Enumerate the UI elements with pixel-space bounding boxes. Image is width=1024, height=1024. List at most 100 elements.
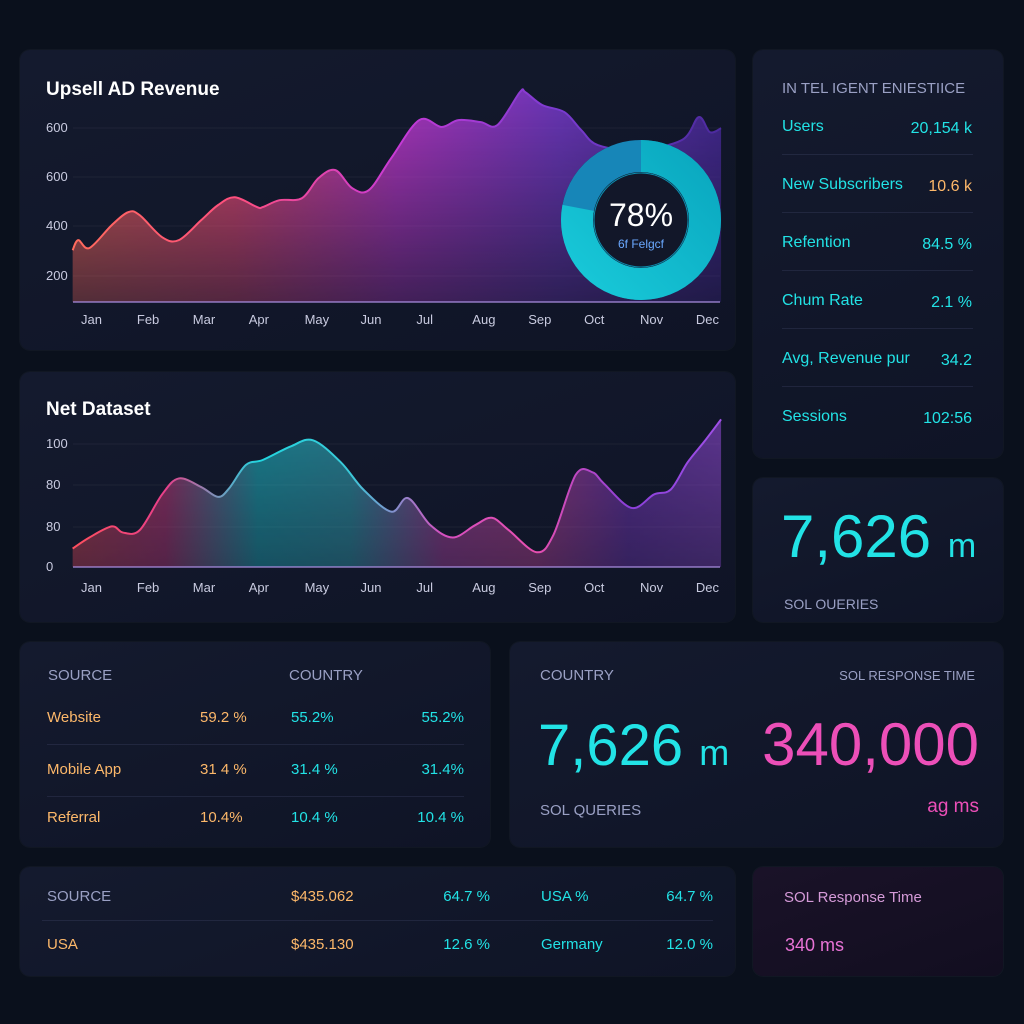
- country-pct: 55.2%: [291, 709, 334, 726]
- metric-label: Users: [782, 118, 824, 135]
- row-country-pct: 64.7 %: [666, 888, 713, 905]
- row-name: USA: [47, 936, 78, 953]
- series-line: [72, 418, 722, 554]
- divider: [782, 328, 973, 329]
- row-amount: $435.130: [291, 936, 354, 953]
- source-pct: 59.2 %: [200, 709, 247, 726]
- y-tick-label: 80: [46, 519, 61, 534]
- x-tick-label: Jun: [360, 580, 382, 595]
- y-tick-label: 100: [46, 436, 68, 451]
- x-tick-label: Jun: [360, 312, 382, 327]
- revenue-chart-card: Upsell AD Revenue 600 600 400 200 Jan Feb Mar A…: [20, 50, 735, 350]
- donut-chart: [561, 140, 721, 300]
- donut-sublabel: 6f Felgcf: [617, 237, 665, 251]
- queries-stat-unit: m: [699, 732, 730, 773]
- row-name: SOURCE: [47, 888, 112, 905]
- source-name: Referral: [47, 809, 101, 826]
- queries-stat-value: 7,626: [538, 713, 684, 778]
- row-pct: 64.7 %: [443, 888, 490, 905]
- metric-label: New Subscribers: [782, 176, 903, 193]
- queries-value: 7,626 m: [781, 502, 976, 571]
- x-tick-label: Oct: [584, 312, 605, 327]
- row-country-pct: 12.0 %: [666, 936, 713, 953]
- series-line: [71, 88, 722, 251]
- y-tick-label: 600: [46, 120, 68, 135]
- row-pct: 12.6 %: [443, 936, 490, 953]
- divider: [782, 386, 973, 387]
- metrics-title: IN TEL IGENT ENIESTIICE: [782, 80, 966, 97]
- revenue-chart: [71, 88, 722, 303]
- x-tick-label: Nov: [640, 580, 664, 595]
- country-pct-alt: 31.4%: [421, 761, 464, 778]
- x-tick-label: Sep: [528, 580, 552, 595]
- donut-value: 78%: [608, 197, 674, 233]
- country-pct-alt: 10.4 %: [417, 809, 464, 826]
- divider: [782, 270, 973, 271]
- response-card: SOL Response Time 340 ms: [753, 867, 1003, 976]
- response-stat-unit: ag ms: [927, 796, 979, 817]
- y-tick-label: 600: [46, 169, 68, 184]
- x-tick-label: Jul: [416, 312, 434, 327]
- x-tick-label: May: [304, 312, 330, 327]
- source-table-card: SOURCE COUNTRY Website 59.2 % 55.2% 55.2% Mo…: [20, 642, 490, 847]
- response-stat-value: 340,000: [762, 711, 979, 778]
- queries-stat: 7,626 m: [538, 712, 729, 779]
- x-tick-label: Mar: [192, 580, 216, 595]
- y-tick-label: 80: [46, 477, 61, 492]
- x-tick-label: Apr: [248, 312, 269, 327]
- divider: [47, 796, 464, 797]
- x-tick-label: Aug: [472, 580, 496, 595]
- x-tick-label: Sep: [528, 312, 552, 327]
- x-tick-label: Feb: [136, 580, 160, 595]
- divider: [782, 212, 973, 213]
- x-tick-label: Jan: [81, 312, 102, 327]
- x-tick-label: Jan: [81, 580, 102, 595]
- bottom-table-card: SOURCE $435.062 64.7 % USA % 64.7 % USA $435.1…: [20, 867, 735, 976]
- metric-label: Sessions: [782, 408, 847, 425]
- source-pct: 10.4%: [200, 809, 243, 826]
- queries-number: 7,626: [781, 503, 932, 570]
- queries-label: SOL OUERIES: [784, 596, 879, 612]
- x-tick-label: Jul: [416, 580, 434, 595]
- source-name: Website: [47, 709, 101, 726]
- stats-card: COUNTRY SOL RESPONSE TIME 7,626 m SOL QU…: [510, 642, 1003, 847]
- x-tick-label: Aug: [472, 312, 496, 327]
- header-country: COUNTRY: [289, 667, 363, 684]
- source-pct: 31 4 %: [200, 761, 247, 778]
- metric-value: 34.2: [940, 352, 972, 369]
- row-country: Germany: [541, 936, 603, 953]
- metric-value: 84.5 %: [922, 236, 972, 253]
- divider: [42, 920, 713, 921]
- x-tick-label: Dec: [695, 580, 720, 595]
- area-fill: [72, 89, 722, 302]
- response-card-label: SOL Response Time: [784, 889, 922, 906]
- chart-title: Net Dataset: [46, 399, 151, 420]
- x-tick-label: Mar: [192, 312, 216, 327]
- net-dataset-chart: [72, 418, 722, 568]
- response-card-value: 340 ms: [785, 935, 845, 955]
- area-fill: [72, 419, 722, 567]
- country-pct: 31.4 %: [291, 761, 338, 778]
- country-pct: 10.4 %: [291, 809, 338, 826]
- x-tick-label: Feb: [136, 312, 160, 327]
- divider: [782, 154, 973, 155]
- queries-unit: m: [947, 527, 977, 565]
- donut-progress: [561, 140, 721, 300]
- x-tick-label: Apr: [248, 580, 269, 595]
- metric-label: Refention: [782, 234, 851, 251]
- metric-label: Avg, Revenue pur: [782, 350, 910, 367]
- metric-value: 20,154 k: [910, 120, 972, 137]
- divider: [47, 744, 464, 745]
- queries-card: 7,626 m SOL OUERIES: [753, 478, 1003, 622]
- net-dataset-card: Net Dataset 100 80 80 0 Jan Feb Mar Apr May Jun Ju…: [20, 372, 735, 622]
- metric-value: 102:56: [923, 410, 972, 427]
- metric-label: Chum Rate: [782, 292, 863, 309]
- x-tick-label: Oct: [584, 580, 605, 595]
- y-tick-label: 400: [46, 218, 68, 233]
- metric-value: 2.1 %: [931, 294, 972, 311]
- x-tick-label: Nov: [640, 312, 664, 327]
- source-name: Mobile App: [47, 761, 122, 778]
- row-amount: $435.062: [291, 888, 354, 905]
- chart-title: Upsell AD Revenue: [46, 79, 220, 100]
- header-source: SOURCE: [48, 667, 113, 684]
